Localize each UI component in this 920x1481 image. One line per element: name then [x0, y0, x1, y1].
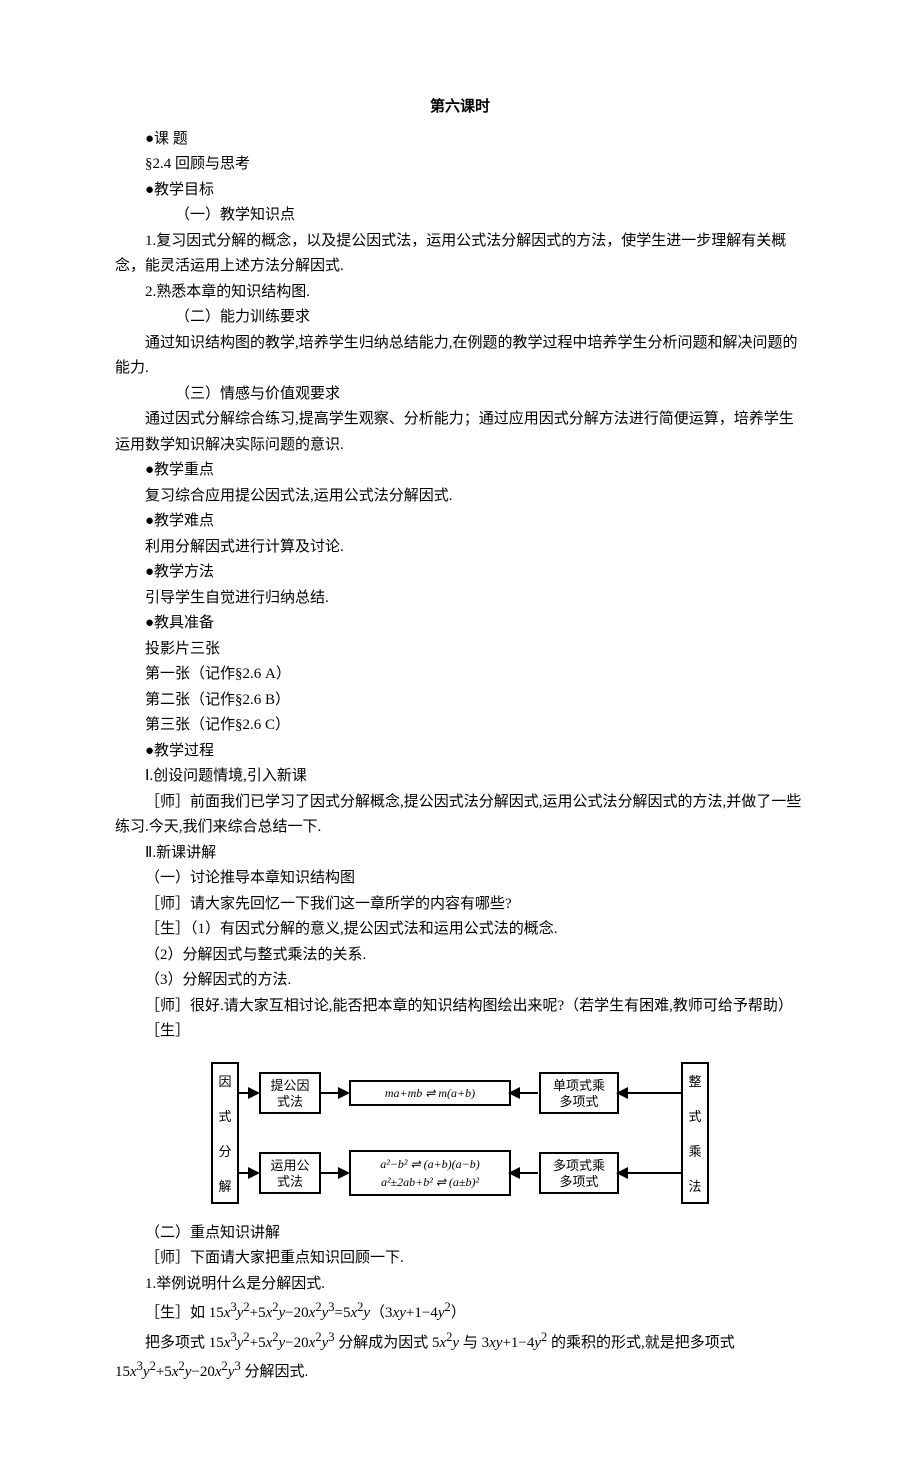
- text-line: （一）教学知识点: [115, 203, 805, 229]
- text-line: ［生］如 15x3y2+5x2y−20x2y3=5x2y（3xy+1−4y2）: [115, 1297, 805, 1327]
- text-line: ［生］: [115, 1019, 805, 1045]
- text-line: （三）情感与价值观要求: [115, 382, 805, 408]
- r2b1-l2: 式法: [277, 1173, 303, 1188]
- diagram-right-2: 式: [688, 1108, 701, 1123]
- r1b3-l1: 单项式乘: [553, 1077, 605, 1092]
- text-line: 复习综合应用提公因式法,运用公式法分解因式.: [115, 484, 805, 510]
- content-block-2: （二）重点知识讲解［师］下面请大家把重点知识回顾一下.1.举例说明什么是分解因式…: [115, 1221, 805, 1386]
- text-line: 第三张（记作§2.6 C）: [115, 713, 805, 739]
- r1b1-l1: 提公因: [270, 1077, 309, 1092]
- text-line: 利用分解因式进行计算及讨论.: [115, 535, 805, 561]
- knowledge-structure-diagram: 因 式 分 解 整 式 乘 法 提公因 式法 ma+mb ⇌ m(a+b) 单项…: [115, 1053, 805, 1213]
- text-line: 1.举例说明什么是分解因式.: [115, 1272, 805, 1298]
- text-line: Ⅰ.创设问题情境,引入新课: [115, 764, 805, 790]
- text-line: ●教学重点: [115, 458, 805, 484]
- text-line: §2.4 回顾与思考: [115, 152, 805, 178]
- diagram-right-1: 整: [688, 1073, 701, 1088]
- text-line: ●教学目标: [115, 178, 805, 204]
- diagram-right-4: 法: [688, 1178, 701, 1193]
- r2b2a: a²−b² ⇌ (a+b)(a−b): [380, 1156, 480, 1170]
- text-line: ●教学方法: [115, 560, 805, 586]
- diagram-left-2: 式: [218, 1108, 231, 1123]
- text-line: ●教学过程: [115, 739, 805, 765]
- text-line: ●课 题: [115, 127, 805, 153]
- text-line: （3）分解因式的方法.: [115, 968, 805, 994]
- text-line: 引导学生自觉进行归纳总结.: [115, 586, 805, 612]
- text-line: 通过知识结构图的教学,培养学生归纳总结能力,在例题的教学过程中培养学生分析问题和…: [115, 331, 805, 382]
- text-line: 第一张（记作§2.6 A）: [115, 662, 805, 688]
- text-line: ●教学难点: [115, 509, 805, 535]
- text-line: 把多项式 15x3y2+5x2y−20x2y3 分解成为因式 5x2y 与 3x…: [115, 1327, 805, 1386]
- text-line: 投影片三张: [115, 637, 805, 663]
- text-line: ［师］下面请大家把重点知识回顾一下.: [115, 1246, 805, 1272]
- diagram-right-3: 乘: [688, 1143, 701, 1158]
- text-line: 第二张（记作§2.6 B）: [115, 688, 805, 714]
- text-line: （一）讨论推导本章知识结构图: [115, 866, 805, 892]
- text-line: （2）分解因式与整式乘法的关系.: [115, 943, 805, 969]
- diagram-left-4: 解: [218, 1178, 231, 1193]
- text-line: 1.复习因式分解的概念，以及提公因式法，运用公式法分解因式的方法，使学生进一步理…: [115, 229, 805, 280]
- r1b1-l2: 式法: [277, 1093, 303, 1108]
- r2b1-l1: 运用公: [270, 1157, 309, 1172]
- text-line: ［生］（1）有因式分解的意义,提公因式法和运用公式法的概念.: [115, 917, 805, 943]
- text-line: ［师］请大家先回忆一下我们这一章所学的内容有哪些?: [115, 892, 805, 918]
- text-line: （二）重点知识讲解: [115, 1221, 805, 1247]
- r2b3-l2: 多项式: [559, 1173, 598, 1188]
- page-title: 第六课时: [115, 95, 805, 121]
- text-line: ［师］很好.请大家互相讨论,能否把本章的知识结构图绘出来呢?（若学生有困难,教师…: [115, 994, 805, 1020]
- content-block-1: ●课 题§2.4 回顾与思考●教学目标（一）教学知识点1.复习因式分解的概念，以…: [115, 127, 805, 1045]
- text-line: 通过因式分解综合练习,提高学生观察、分析能力；通过应用因式分解方法进行简便运算，…: [115, 407, 805, 458]
- text-line: ［师］前面我们已学习了因式分解概念,提公因式法分解因式,运用公式法分解因式的方法…: [115, 790, 805, 841]
- r2b2b: a²±2ab+b² ⇌ (a±b)²: [381, 1174, 480, 1188]
- diagram-left-3: 分: [218, 1143, 231, 1158]
- diagram-left-1: 因: [218, 1073, 231, 1088]
- text-line: （二）能力训练要求: [115, 305, 805, 331]
- text-line: 2.熟悉本章的知识结构图.: [115, 280, 805, 306]
- text-line: Ⅱ.新课讲解: [115, 841, 805, 867]
- r2b3-l1: 多项式乘: [553, 1157, 605, 1172]
- r1b3-l2: 多项式: [559, 1093, 598, 1108]
- text-line: ●教具准备: [115, 611, 805, 637]
- r1b2: ma+mb ⇌ m(a+b): [385, 1085, 475, 1099]
